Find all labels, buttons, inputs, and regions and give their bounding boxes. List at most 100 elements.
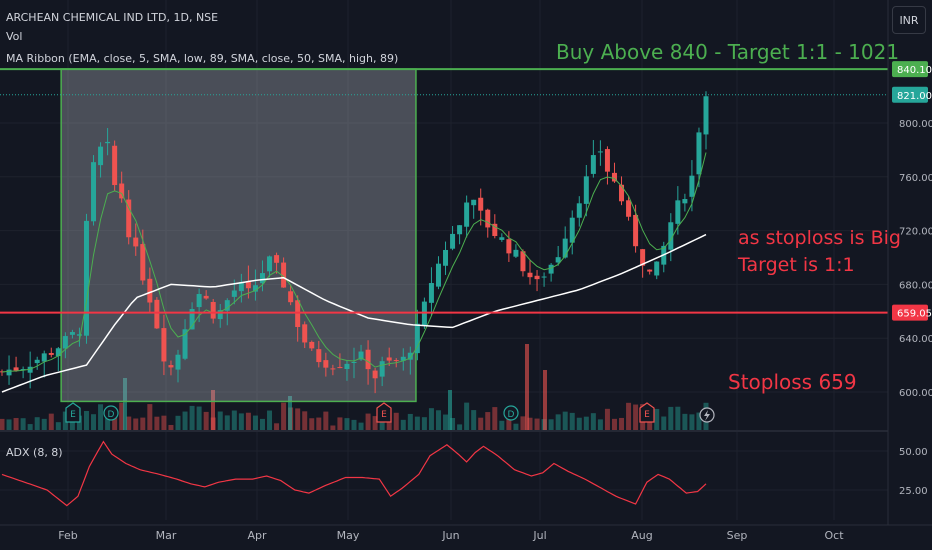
candle-body (555, 257, 561, 263)
candle-body (541, 276, 547, 278)
candle-body (435, 263, 441, 287)
time-tick-label: Aug (631, 529, 652, 542)
candle-body (231, 290, 237, 297)
adx-tick-label: 25.00 (899, 486, 928, 497)
candle-body (499, 237, 505, 240)
price-marker-label: 821.00 (897, 91, 932, 102)
volume-bar (611, 418, 617, 430)
candle-body (91, 162, 97, 222)
volume-bar (478, 417, 484, 430)
stoploss-note-1: as stoploss is Big (738, 227, 901, 249)
volume-bar (13, 418, 19, 430)
price-marker-label: 659.05 (897, 309, 932, 320)
candle-body (478, 197, 484, 211)
candle-body (696, 132, 702, 175)
volume-bar (41, 418, 47, 430)
candle-body (98, 146, 104, 166)
volume-bars (0, 344, 709, 430)
candle-body (633, 214, 639, 247)
candle-body (224, 300, 230, 311)
volume-bar (499, 420, 505, 430)
candle-body (330, 368, 336, 370)
volume-bar (626, 402, 632, 430)
volume-bar (421, 417, 427, 430)
volume-bar (48, 413, 54, 430)
volume-bar (196, 406, 202, 430)
candle-body (217, 310, 223, 320)
candle-body (450, 233, 456, 249)
volume-bar (513, 423, 519, 430)
candle-body (252, 285, 258, 292)
volume-bar (590, 413, 596, 430)
volume-bar (126, 416, 132, 430)
currency-button[interactable]: INR (892, 6, 926, 34)
candle-body (337, 367, 343, 369)
candle-body (654, 261, 660, 276)
volume-bar (647, 421, 653, 430)
candle-body (323, 360, 329, 368)
price-tick-label: 720.00 (899, 227, 932, 238)
candle-body (316, 349, 322, 363)
volume-bar (583, 416, 589, 430)
stoploss-annotation: Stoploss 659 (728, 370, 857, 394)
volume-bar (76, 415, 82, 430)
candle-body (62, 336, 68, 349)
volume-bar (112, 414, 118, 430)
volume-bar (259, 418, 265, 430)
candle-body (281, 262, 287, 288)
volume-bar (450, 417, 456, 430)
candle-body (443, 249, 449, 266)
volume-bar (267, 410, 273, 430)
time-tick-label: Jul (532, 529, 546, 542)
candle-body (365, 349, 371, 370)
volume-bar (238, 413, 244, 430)
dividend-marker (103, 405, 119, 421)
volume-spike (211, 390, 215, 430)
candle-body (583, 176, 589, 204)
volume-bar (245, 412, 251, 430)
candle-body (393, 360, 399, 362)
time-tick-label: Sep (727, 529, 748, 542)
volume-bar (6, 419, 12, 430)
volume-bar (217, 411, 223, 430)
volume-bar (189, 405, 195, 430)
trade-zone-box (60, 68, 417, 403)
candle-body (647, 269, 653, 272)
volume-bar (252, 415, 258, 430)
price-tick-label: 600.00 (899, 388, 932, 399)
candle-body (485, 209, 491, 228)
volume-bar (407, 413, 413, 430)
candle-body (83, 220, 89, 336)
stoploss-note-2: Target is 1:1 (738, 254, 855, 276)
earnings-marker-label: E (381, 410, 387, 420)
volume-bar (562, 411, 568, 430)
candle-body (259, 273, 265, 284)
candle-body (668, 222, 674, 250)
volume-bar (55, 422, 61, 430)
volume-bar (351, 419, 357, 430)
volume-bar (295, 408, 301, 430)
volume-bar (520, 416, 526, 430)
volume-bar (231, 410, 237, 430)
candle-body (175, 354, 181, 370)
volume-bar (675, 406, 681, 430)
price-tick-label: 760.00 (899, 173, 932, 184)
symbol-title: ARCHEAN CHEMICAL IND LTD, 1D, NSE (6, 11, 219, 24)
candle-body (682, 199, 688, 204)
price-marker-box (892, 61, 928, 78)
candle-body (196, 294, 202, 308)
volume-bar (316, 417, 322, 430)
volume-bar (27, 424, 33, 430)
volume-bar (147, 404, 153, 430)
price-marker-label: 840.10 (897, 65, 932, 76)
volume-bar (633, 404, 639, 430)
candle-body (611, 172, 617, 182)
volume-spike (288, 396, 292, 430)
volume-bar (492, 407, 498, 430)
volume-bar (161, 415, 167, 430)
price-tick-label: 800.00 (899, 119, 932, 130)
candle-body (492, 223, 498, 236)
candle-body (274, 255, 280, 263)
adx-label: ADX (8, 8) (6, 446, 63, 459)
